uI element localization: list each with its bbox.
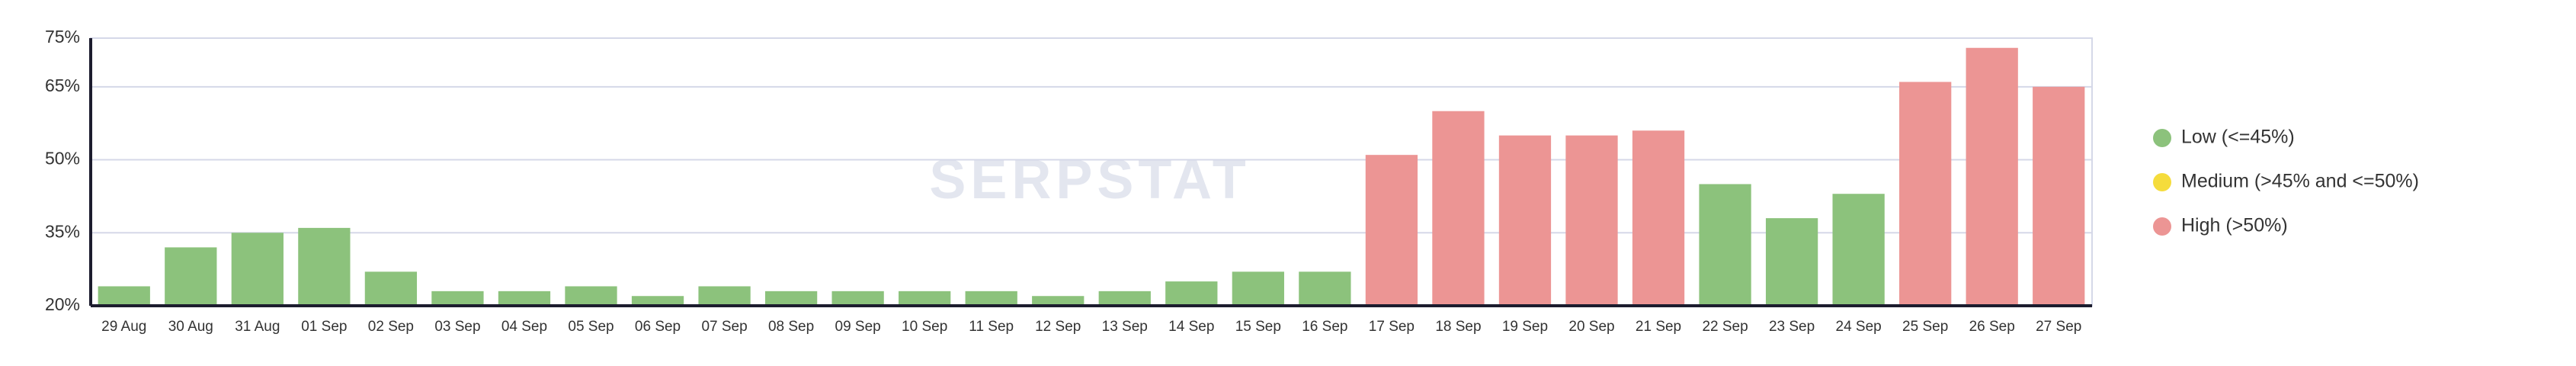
x-tick-label: 14 Sep xyxy=(1168,319,1214,335)
bar xyxy=(1899,82,1952,306)
y-tick-label: 50% xyxy=(45,149,80,169)
bar xyxy=(831,291,884,306)
bar xyxy=(1165,281,1218,306)
x-tick-label: 02 Sep xyxy=(368,319,414,335)
bar xyxy=(1432,111,1485,306)
bar xyxy=(1765,218,1818,306)
bar xyxy=(965,291,1017,306)
bar xyxy=(1365,155,1418,306)
bar xyxy=(165,247,217,306)
y-tick-label: 65% xyxy=(45,75,80,95)
bar xyxy=(98,286,150,306)
x-tick-label: 06 Sep xyxy=(635,319,681,335)
x-tick-label: 17 Sep xyxy=(1369,319,1415,335)
watermark: SERPSTAT xyxy=(929,149,1250,210)
bar xyxy=(899,291,951,306)
x-tick-label: 10 Sep xyxy=(902,319,947,335)
bar xyxy=(698,286,751,306)
x-tick-label: 29 Aug xyxy=(101,319,146,335)
x-tick-label: 23 Sep xyxy=(1769,319,1815,335)
x-tick-label: 22 Sep xyxy=(1702,319,1748,335)
bar xyxy=(298,227,351,306)
x-tick-label: 01 Sep xyxy=(301,319,347,335)
x-tick-label: 24 Sep xyxy=(1836,319,1882,335)
legend-marker xyxy=(2153,217,2171,236)
legend-label: Medium (>45% and <=50%) xyxy=(2181,171,2419,192)
y-tick-label: 75% xyxy=(45,27,80,47)
bar xyxy=(231,233,284,306)
x-tick-label: 30 Aug xyxy=(168,319,213,335)
bar xyxy=(1299,271,1351,306)
x-tick-label: 20 Sep xyxy=(1568,319,1614,335)
x-tick-label: 19 Sep xyxy=(1502,319,1548,335)
legend-label: Low (<=45%) xyxy=(2181,127,2295,148)
y-tick-label: 20% xyxy=(45,294,80,314)
bar xyxy=(1032,296,1085,306)
x-tick-label: 08 Sep xyxy=(768,319,814,335)
x-tick-label: 26 Sep xyxy=(1969,319,2015,335)
bar xyxy=(1565,135,1618,306)
bar xyxy=(2033,86,2085,307)
x-tick-label: 09 Sep xyxy=(835,319,881,335)
bar xyxy=(1232,271,1284,306)
bar xyxy=(1632,130,1685,306)
bar xyxy=(1098,291,1151,306)
x-tick-label: 11 Sep xyxy=(969,319,1014,335)
legend-marker xyxy=(2153,129,2171,147)
bar xyxy=(1498,135,1552,306)
bar xyxy=(1832,194,1885,306)
x-tick-label: 15 Sep xyxy=(1235,319,1281,335)
x-tick-label: 18 Sep xyxy=(1435,319,1481,335)
x-tick-label: 27 Sep xyxy=(2036,319,2081,335)
x-tick-label: 05 Sep xyxy=(568,319,614,335)
x-tick-label: 16 Sep xyxy=(1302,319,1347,335)
bar xyxy=(431,291,484,306)
bar xyxy=(498,291,551,306)
legend-marker xyxy=(2153,173,2171,191)
x-tick-label: 12 Sep xyxy=(1035,319,1081,335)
x-tick-label: 31 Aug xyxy=(235,319,280,335)
x-tick-label: 04 Sep xyxy=(501,319,547,335)
bar xyxy=(631,296,684,306)
bar xyxy=(364,271,418,306)
x-tick-label: 07 Sep xyxy=(701,319,747,335)
x-tick-label: 13 Sep xyxy=(1102,319,1148,335)
bar xyxy=(565,286,617,306)
x-tick-label: 25 Sep xyxy=(1902,319,1948,335)
x-tick-label: 21 Sep xyxy=(1636,319,1681,335)
bar xyxy=(1699,184,1751,306)
y-tick-label: 35% xyxy=(45,221,80,241)
x-tick-label: 03 Sep xyxy=(434,319,480,335)
legend-label: High (>50%) xyxy=(2181,215,2288,236)
bar xyxy=(764,291,818,306)
bar xyxy=(1966,47,2018,306)
